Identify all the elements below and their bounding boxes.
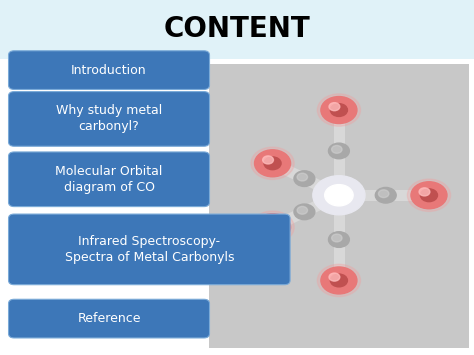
Circle shape xyxy=(297,206,308,214)
Circle shape xyxy=(263,220,273,228)
Circle shape xyxy=(264,157,281,170)
Circle shape xyxy=(263,156,273,164)
Circle shape xyxy=(419,188,430,196)
Circle shape xyxy=(411,182,447,209)
Text: CONTENT: CONTENT xyxy=(164,15,310,43)
Circle shape xyxy=(420,189,438,202)
FancyBboxPatch shape xyxy=(9,51,210,89)
Circle shape xyxy=(375,187,396,203)
FancyBboxPatch shape xyxy=(0,0,474,59)
FancyBboxPatch shape xyxy=(9,214,290,285)
Text: Introduction: Introduction xyxy=(71,64,147,77)
Circle shape xyxy=(313,176,365,215)
Circle shape xyxy=(255,214,291,241)
Circle shape xyxy=(378,190,389,198)
Circle shape xyxy=(332,234,342,242)
Circle shape xyxy=(328,232,349,247)
Circle shape xyxy=(329,273,340,281)
Text: Molecular Orbital
diagram of CO: Molecular Orbital diagram of CO xyxy=(55,165,163,194)
FancyBboxPatch shape xyxy=(9,92,210,146)
FancyBboxPatch shape xyxy=(9,299,210,338)
Text: Reference: Reference xyxy=(77,312,141,325)
Circle shape xyxy=(321,97,357,124)
Circle shape xyxy=(330,104,347,116)
Circle shape xyxy=(328,143,349,159)
FancyBboxPatch shape xyxy=(0,59,474,355)
Circle shape xyxy=(407,179,451,212)
Circle shape xyxy=(329,103,340,111)
Circle shape xyxy=(251,147,294,180)
Circle shape xyxy=(255,150,291,177)
Circle shape xyxy=(251,211,294,244)
Circle shape xyxy=(317,264,361,297)
Circle shape xyxy=(332,146,342,153)
Circle shape xyxy=(264,221,281,234)
FancyBboxPatch shape xyxy=(9,152,210,207)
Circle shape xyxy=(317,94,361,126)
FancyBboxPatch shape xyxy=(209,64,469,348)
Circle shape xyxy=(294,171,315,186)
Circle shape xyxy=(294,204,315,220)
Circle shape xyxy=(297,173,308,181)
Circle shape xyxy=(330,274,347,287)
Text: Why study metal
carbonyl?: Why study metal carbonyl? xyxy=(56,104,162,133)
Circle shape xyxy=(321,267,357,294)
Text: Infrared Spectroscopy-
Spectra of Metal Carbonyls: Infrared Spectroscopy- Spectra of Metal … xyxy=(64,235,234,264)
Circle shape xyxy=(325,185,353,206)
